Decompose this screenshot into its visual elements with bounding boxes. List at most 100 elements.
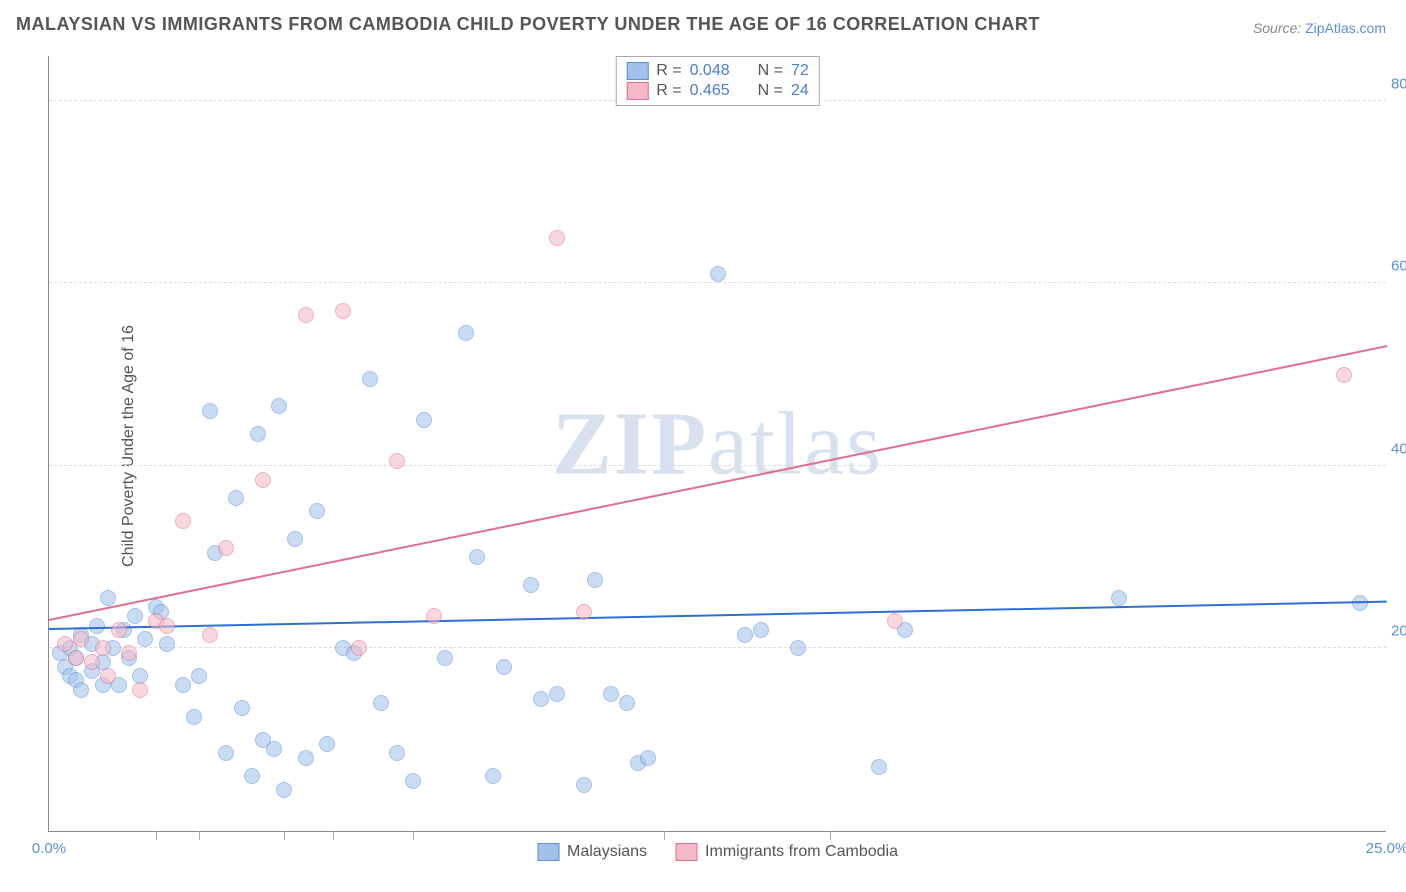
legend-r-value: 0.048 [690, 62, 730, 80]
data-point [523, 577, 539, 593]
data-point [587, 572, 603, 588]
data-point [1336, 367, 1352, 383]
watermark: ZIPatlas [552, 392, 883, 495]
data-point [73, 631, 89, 647]
legend-n-label: N = [758, 62, 783, 80]
data-point [496, 659, 512, 675]
data-point [790, 640, 806, 656]
chart-title: MALAYSIAN VS IMMIGRANTS FROM CAMBODIA CH… [16, 14, 1040, 35]
legend-series: Malaysians Immigrants from Cambodia [537, 843, 898, 861]
legend-series-item: Malaysians [537, 843, 647, 861]
x-tick-minor [830, 831, 831, 840]
data-point [603, 686, 619, 702]
x-tick-minor [664, 831, 665, 840]
trend-line [49, 345, 1387, 621]
y-tick-label: 20.0% [1391, 623, 1406, 640]
data-point [276, 782, 292, 798]
data-point [469, 549, 485, 565]
data-point [244, 768, 260, 784]
data-point [218, 745, 234, 761]
data-point [228, 490, 244, 506]
source-attribution: Source: ZipAtlas.com [1253, 20, 1386, 36]
data-point [271, 398, 287, 414]
legend-series-item: Immigrants from Cambodia [675, 843, 898, 861]
data-point [250, 426, 266, 442]
data-point [266, 741, 282, 757]
data-point [362, 371, 378, 387]
legend-stats-row: R = 0.048 N = 72 [626, 61, 809, 81]
plot-area: ZIPatlas 20.0%40.0%60.0%80.0%0.0%25.0%R … [48, 56, 1386, 832]
source-label: Source: [1253, 20, 1301, 36]
data-point [159, 618, 175, 634]
data-point [202, 403, 218, 419]
legend-n-value: 72 [791, 62, 809, 80]
data-point [1111, 590, 1127, 606]
data-point [458, 325, 474, 341]
data-point [351, 640, 367, 656]
data-point [137, 631, 153, 647]
data-point [737, 627, 753, 643]
data-point [871, 759, 887, 775]
legend-series-label: Malaysians [567, 843, 647, 861]
trend-line [49, 601, 1387, 630]
data-point [95, 640, 111, 656]
legend-swatch [626, 62, 648, 80]
data-point [549, 230, 565, 246]
data-point [121, 645, 137, 661]
x-tick-minor [333, 831, 334, 840]
data-point [426, 608, 442, 624]
legend-stats: R = 0.048 N = 72 R = 0.465 N = 24 [615, 56, 820, 106]
data-point [389, 453, 405, 469]
data-point [175, 513, 191, 529]
data-point [640, 750, 656, 766]
data-point [84, 654, 100, 670]
source-link[interactable]: ZipAtlas.com [1305, 20, 1386, 36]
data-point [287, 531, 303, 547]
data-point [298, 307, 314, 323]
legend-r-label: R = [656, 82, 681, 100]
data-point [175, 677, 191, 693]
legend-n-value: 24 [791, 82, 809, 100]
data-point [89, 618, 105, 634]
data-point [887, 613, 903, 629]
data-point [416, 412, 432, 428]
data-point [234, 700, 250, 716]
y-tick-label: 80.0% [1391, 75, 1406, 92]
chart-container: MALAYSIAN VS IMMIGRANTS FROM CAMBODIA CH… [0, 0, 1406, 892]
legend-r-label: R = [656, 62, 681, 80]
data-point [319, 736, 335, 752]
legend-swatch [537, 843, 559, 861]
data-point [132, 682, 148, 698]
data-point [309, 503, 325, 519]
data-point [485, 768, 501, 784]
data-point [127, 608, 143, 624]
data-point [186, 709, 202, 725]
data-point [710, 266, 726, 282]
legend-swatch [675, 843, 697, 861]
data-point [753, 622, 769, 638]
data-point [202, 627, 218, 643]
legend-r-value: 0.465 [690, 82, 730, 100]
data-point [73, 682, 89, 698]
data-point [111, 622, 127, 638]
data-point [191, 668, 207, 684]
data-point [218, 540, 234, 556]
data-point [159, 636, 175, 652]
legend-series-label: Immigrants from Cambodia [705, 843, 898, 861]
data-point [576, 604, 592, 620]
data-point [100, 668, 116, 684]
data-point [437, 650, 453, 666]
gridline [49, 465, 1386, 466]
x-tick-minor [413, 831, 414, 840]
data-point [373, 695, 389, 711]
x-tick-label: 0.0% [32, 840, 66, 857]
legend-swatch [626, 82, 648, 100]
data-point [68, 650, 84, 666]
data-point [549, 686, 565, 702]
x-tick-label: 25.0% [1366, 840, 1406, 857]
data-point [533, 691, 549, 707]
y-tick-label: 60.0% [1391, 258, 1406, 275]
legend-stats-row: R = 0.465 N = 24 [626, 81, 809, 101]
y-tick-label: 40.0% [1391, 440, 1406, 457]
legend-n-label: N = [758, 82, 783, 100]
